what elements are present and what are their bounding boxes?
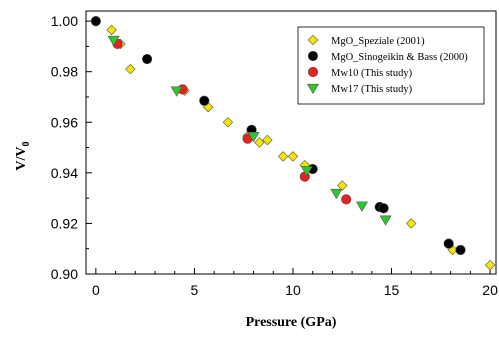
legend-marker <box>307 66 319 78</box>
x-tick-label: 15 <box>384 282 400 298</box>
legend-marker <box>307 50 319 62</box>
y-tick-label: 0.90 <box>51 266 78 282</box>
y-tick-label: 0.92 <box>51 215 78 231</box>
data-point <box>300 166 313 177</box>
y-tick-label: 0.98 <box>51 64 78 80</box>
data-point <box>455 244 466 256</box>
tick-labels: 0 5 10 15 20 0.90 0.92 0.94 0.96 0.98 1.00 <box>51 13 498 298</box>
data-point <box>484 259 496 271</box>
data-points <box>90 15 496 271</box>
series-3 <box>107 35 392 226</box>
legend-marker <box>307 34 319 46</box>
data-point <box>125 63 136 75</box>
data-point <box>337 180 348 191</box>
x-tick-label: 10 <box>285 282 301 298</box>
data-point <box>247 132 260 143</box>
x-tick-label: 5 <box>191 282 199 298</box>
data-point <box>199 95 210 106</box>
legend-label: MgO_Speziale (2001) <box>331 36 425 47</box>
data-point <box>90 16 101 27</box>
legend-label: MgO_Sinogeikin & Bass (2000) <box>331 52 468 63</box>
data-point <box>222 117 234 128</box>
data-point <box>287 151 299 162</box>
data-point <box>355 201 368 212</box>
legend-label: Mw10 (This study) <box>331 68 413 79</box>
plot-frame <box>85 10 497 275</box>
y-tick-label: 1.00 <box>51 13 78 29</box>
legend: MgO_Speziale (2001) MgO_Sinogeikin & Bass… <box>297 26 485 105</box>
y-tick-label: 0.96 <box>51 114 78 130</box>
legend-label: Mw17 (This study) <box>331 84 413 95</box>
data-point <box>254 137 265 148</box>
svg-text:V/V0: V/V0 <box>14 141 32 170</box>
y-axis-title-main: V/V <box>14 146 29 170</box>
data-point <box>378 203 389 214</box>
data-point <box>107 35 120 47</box>
x-axis-title: Pressure (GPa) <box>246 315 337 330</box>
y-axis-title: V/V0 <box>14 141 32 170</box>
data-point <box>142 53 153 65</box>
y-tick-label: 0.94 <box>51 165 78 181</box>
data-point <box>330 188 343 200</box>
data-point <box>170 86 183 97</box>
x-tick-label: 20 <box>482 282 498 298</box>
data-point <box>262 134 273 146</box>
y-axis-title-sub: 0 <box>21 141 32 146</box>
data-point <box>379 215 392 226</box>
data-point <box>277 151 289 162</box>
legend-marker <box>306 83 320 95</box>
data-point <box>443 238 454 249</box>
axis-ticks <box>86 20 491 275</box>
legend-box <box>297 26 485 105</box>
data-point <box>106 24 117 36</box>
x-tick-label: 0 <box>92 282 100 298</box>
data-point <box>406 218 417 229</box>
data-point <box>341 194 352 205</box>
